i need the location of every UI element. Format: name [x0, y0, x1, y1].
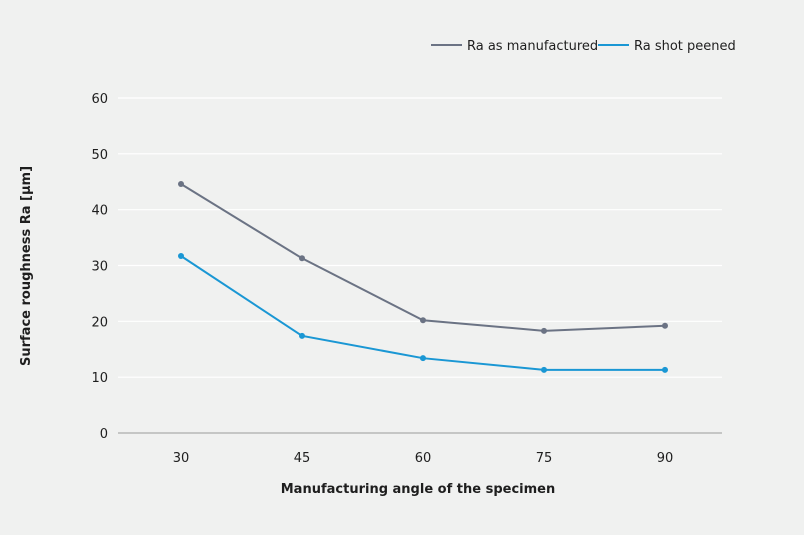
- y-axis-ticks: 0 10 20 30 40 50 60: [91, 92, 108, 442]
- x-tick-label: 45: [294, 451, 311, 466]
- data-point: [299, 332, 305, 339]
- gridlines: [118, 97, 722, 434]
- x-tick-label: 60: [415, 451, 432, 466]
- data-point: [541, 327, 547, 334]
- data-point: [420, 355, 426, 362]
- y-tick-label: 0: [100, 427, 108, 442]
- data-point: [662, 366, 668, 373]
- legend-label: Ra shot peened: [634, 39, 736, 54]
- x-axis-label: Manufacturing angle of the specimen: [281, 482, 555, 497]
- data-point: [541, 366, 547, 373]
- y-axis-label: Surface roughness Ra [µm]: [19, 166, 34, 366]
- x-tick-label: 90: [657, 451, 674, 466]
- series-line: [180, 255, 665, 371]
- series-1: [178, 253, 668, 373]
- x-axis-ticks: 30 45 60 75 90: [173, 451, 674, 466]
- y-tick-label: 20: [91, 315, 108, 330]
- x-tick-label: 75: [536, 451, 553, 466]
- y-tick-label: 30: [91, 260, 108, 275]
- series-0: [178, 180, 668, 334]
- data-point: [178, 253, 184, 260]
- data-point: [662, 322, 668, 329]
- data-point: [299, 255, 305, 262]
- x-tick-label: 30: [173, 451, 190, 466]
- legend: Ra as manufactured Ra shot peened: [431, 39, 736, 54]
- y-tick-label: 40: [91, 204, 108, 219]
- data-point: [420, 317, 426, 324]
- series-line: [180, 183, 666, 332]
- y-tick-label: 10: [91, 371, 108, 386]
- legend-label: Ra as manufactured: [467, 39, 598, 54]
- y-tick-label: 50: [91, 148, 108, 163]
- series-group: [178, 180, 668, 373]
- data-point: [178, 180, 184, 187]
- y-tick-label: 60: [91, 92, 108, 107]
